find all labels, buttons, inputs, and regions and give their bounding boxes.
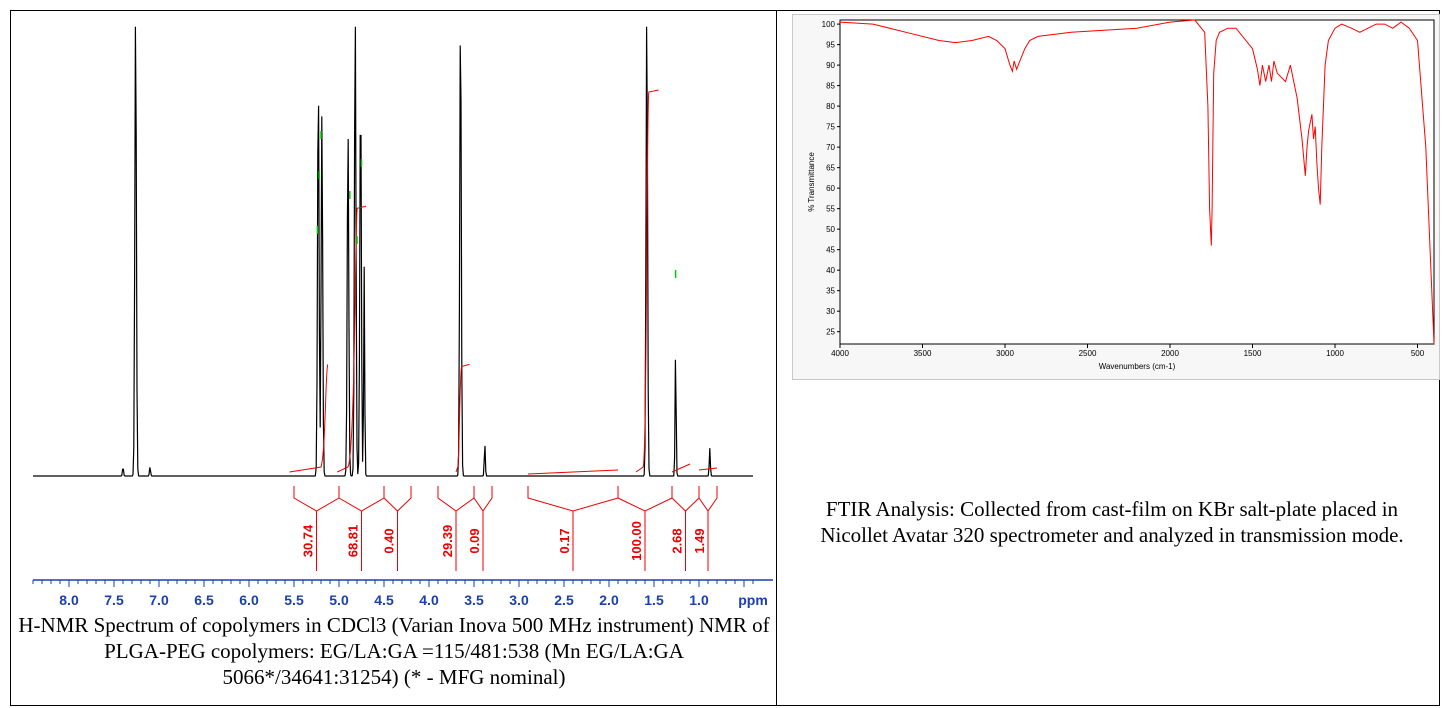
- ftir-x-axis-label: Wavenumbers (cm-1): [1099, 362, 1176, 371]
- nmr-x-tick-label: 8.0: [59, 592, 79, 608]
- nmr-x-tick-label: 6.5: [194, 592, 214, 608]
- ftir-x-tick-label: 1500: [1244, 349, 1262, 358]
- nmr-x-tick-label: 3.5: [464, 592, 484, 608]
- nmr-integral-label: 2.68: [670, 528, 685, 553]
- ftir-y-tick-label: 65: [826, 164, 835, 173]
- nmr-integral-label: 30.74: [301, 524, 316, 557]
- nmr-integral-bracket: [383, 486, 412, 512]
- ftir-y-tick-label: 100: [822, 20, 836, 29]
- nmr-x-tick-label: 3.0: [509, 592, 529, 608]
- nmr-integral-curve: [635, 89, 659, 473]
- ftir-y-tick-label: 90: [826, 61, 835, 70]
- ftir-y-tick-label: 35: [826, 287, 835, 296]
- ftir-plot-area: [839, 19, 1435, 345]
- nmr-integral-bracket: [293, 486, 340, 512]
- nmr-integral-bracket: [617, 486, 673, 512]
- nmr-figure-caption: H-NMR Spectrum of copolymers in CDCl3 (V…: [18, 613, 770, 689]
- nmr-x-tick-label: 2.5: [554, 592, 574, 608]
- nmr-integral-bracket: [698, 486, 718, 512]
- ftir-y-tick-label: 40: [826, 266, 835, 275]
- nmr-integral-label: 100.00: [629, 521, 644, 561]
- ftir-y-tick-label: 45: [826, 246, 835, 255]
- ftir-x-tick-label: 4000: [831, 349, 849, 358]
- ftir-y-tick-label: 80: [826, 102, 835, 111]
- nmr-x-tick-label: 1.5: [644, 592, 664, 608]
- nmr-x-tick-label: 4.5: [374, 592, 394, 608]
- nmr-x-tick-label: 7.0: [149, 592, 169, 608]
- ftir-y-tick-label: 70: [826, 143, 835, 152]
- nmr-integral-bracket: [437, 486, 475, 512]
- ftir-y-tick-label: 25: [826, 328, 835, 337]
- nmr-spectrum-panel: 30.74 68.81 0.40 29.39 0.09 0.17 100.00 2.68 1.4…: [11, 11, 776, 615]
- nmr-integral-bracket: [671, 486, 700, 512]
- nmr-spectrum-chart: 30.74 68.81 0.40 29.39 0.09 0.17 100.00 2.68 1.4…: [32, 26, 773, 608]
- nmr-x-tick-label: 4.0: [419, 592, 439, 608]
- nmr-integral-label: 0.09: [467, 528, 482, 553]
- table-cell-divider: [776, 10, 777, 706]
- nmr-integral-curve: [455, 363, 470, 473]
- ftir-y-tick-label: 85: [826, 82, 835, 91]
- ftir-x-tick-label: 3500: [914, 349, 932, 358]
- ftir-spectrum-chart: 25 30 35 40 45 50 55 60 65 70 75 80 85 90 95 100 4000 350…: [792, 14, 1440, 380]
- nmr-integral-curve: [336, 205, 367, 473]
- nmr-integral-label: 29.39: [440, 525, 455, 558]
- ftir-y-tick-label: 55: [826, 205, 835, 214]
- nmr-x-tick-label: 7.5: [104, 592, 124, 608]
- nmr-integral-curve: [527, 469, 619, 475]
- ftir-spectrum-panel: 25 30 35 40 45 50 55 60 65 70 75 80 85 90 95 100 4000 350…: [792, 14, 1440, 380]
- ftir-y-tick-label: 95: [826, 41, 835, 50]
- nmr-x-tick-label: 5.5: [284, 592, 304, 608]
- ftir-x-tick-label: 3000: [996, 349, 1014, 358]
- nmr-x-tick-label: 6.0: [239, 592, 259, 608]
- nmr-integral-bracket: [338, 486, 385, 512]
- nmr-integral-label: 0.40: [382, 528, 397, 553]
- nmr-integral-label: 1.49: [692, 528, 707, 553]
- nmr-integral-bracket: [473, 486, 493, 512]
- nmr-x-unit-label: ppm: [738, 592, 768, 608]
- ftir-spectrum-line: [839, 19, 1435, 345]
- nmr-integral-curve: [289, 364, 329, 473]
- nmr-spectrum-line: [33, 26, 753, 477]
- ftir-x-tick-label: 500: [1411, 349, 1425, 358]
- nmr-x-tick-label: 1.0: [689, 592, 709, 608]
- nmr-integral-label: 0.17: [557, 528, 572, 553]
- nmr-integral-curve: [698, 467, 718, 471]
- ftir-x-tick-label: 2000: [1161, 349, 1179, 358]
- nmr-integral-label: 68.81: [346, 525, 361, 558]
- nmr-x-tick-label: 5.0: [329, 592, 349, 608]
- ftir-x-tick-label: 1000: [1326, 349, 1344, 358]
- nmr-integral-bracket: [527, 486, 619, 512]
- ftir-y-axis-label: % Transmittance: [807, 152, 816, 212]
- nmr-integral-curve: [671, 463, 691, 473]
- ftir-y-tick-label: 60: [826, 184, 835, 193]
- nmr-x-tick-label: 2.0: [599, 592, 619, 608]
- ftir-y-tick-label: 30: [826, 307, 835, 316]
- ftir-figure-caption: FTIR Analysis: Collected from cast-film …: [820, 497, 1404, 547]
- ftir-y-tick-label: 75: [826, 123, 835, 132]
- ftir-y-tick-label: 50: [826, 225, 835, 234]
- ftir-x-tick-label: 2500: [1079, 349, 1097, 358]
